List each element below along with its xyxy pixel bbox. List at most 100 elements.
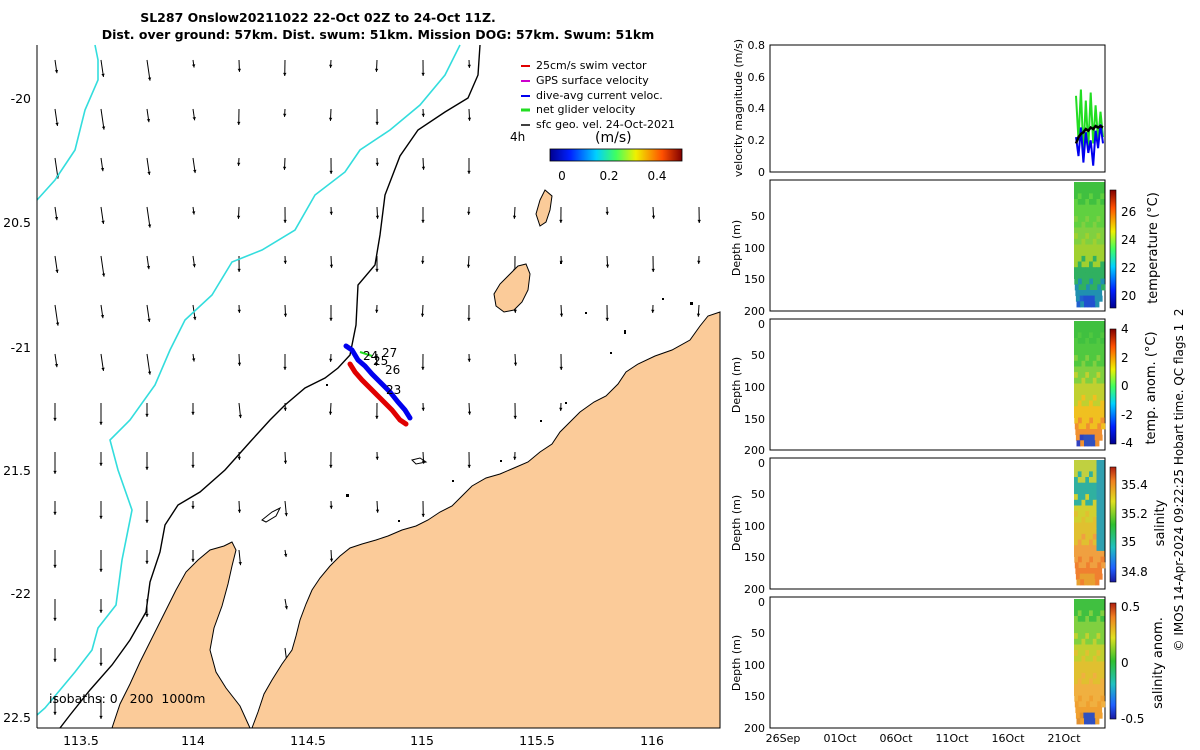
heatmap-cell — [1096, 204, 1101, 211]
heatmap-cell — [1100, 204, 1105, 211]
heatmap-cell — [1092, 545, 1097, 552]
heatmap-cell — [1086, 562, 1091, 569]
current-arrow-head — [100, 167, 105, 172]
legend-colorbar — [549, 148, 683, 162]
heatmap-cell — [1100, 233, 1105, 240]
heatmap-cell — [1092, 349, 1097, 356]
heatmap-cell — [1096, 655, 1101, 662]
current-arrow-head — [374, 68, 379, 72]
heatmap-cell — [1074, 377, 1079, 384]
heatmap-cell — [1096, 667, 1101, 674]
heatmap-cell — [1081, 383, 1086, 390]
heatmap-cell — [1074, 182, 1079, 189]
track-net-velocity — [359, 351, 373, 357]
heatmap-cell — [1092, 400, 1097, 407]
heatmap-cell — [1089, 216, 1094, 223]
current-arrow-head — [191, 64, 196, 68]
heatmap-cell — [1100, 505, 1105, 512]
heatmap-cell — [1095, 718, 1100, 725]
current-arrow-head — [421, 260, 425, 264]
heatmap-cell — [1077, 599, 1082, 606]
current-arrow-head — [238, 561, 242, 566]
map-xtick-5: 116 — [640, 733, 664, 748]
heatmap-cell — [1081, 221, 1086, 228]
heatmap-cell — [1074, 627, 1079, 634]
heatmap-cell — [1074, 326, 1079, 333]
heatmap-cell — [1074, 250, 1079, 257]
heatmap-cell — [1081, 661, 1086, 668]
current-arrow-head — [99, 568, 103, 572]
velocity-ytick-2: 0.4 — [748, 102, 766, 115]
heatmap-cell — [1085, 482, 1090, 489]
heatmap-cell — [1100, 389, 1105, 396]
heatmap-cell — [1077, 604, 1082, 611]
heatmap-cell — [1089, 499, 1094, 506]
heatmap-cell — [1092, 261, 1097, 268]
heatmap-cell — [1089, 471, 1094, 478]
heatmap-cell — [1081, 267, 1086, 274]
heatmap-cell — [1081, 238, 1086, 245]
heatmap-cell — [1081, 695, 1086, 702]
current-arrow-head — [238, 414, 242, 419]
heatmap-cell — [1077, 338, 1082, 345]
heatmap-cell — [1077, 511, 1082, 518]
heatmap-cell — [1089, 465, 1094, 472]
heatmap-cell — [1081, 343, 1086, 350]
heatmap-cell — [1074, 511, 1079, 518]
heatmap-cell — [1074, 550, 1079, 557]
heatmap-cell — [1085, 216, 1090, 223]
velocity-ytick-1: 0.2 — [748, 134, 766, 147]
current-arrow-head — [100, 314, 105, 319]
heatmap-cell — [1081, 644, 1086, 651]
heatmap-cell — [1077, 255, 1082, 262]
legend-colorbar-tick-2: 0.4 — [647, 169, 666, 183]
heatmap-cell — [1100, 349, 1105, 356]
heatmap-cell — [1092, 672, 1097, 679]
heatmap-cell — [1096, 621, 1101, 628]
current-arrow-head — [329, 358, 333, 362]
current-arrow-head — [284, 605, 288, 610]
heatmap-cell — [1093, 278, 1098, 285]
heatmap-cell — [1097, 290, 1103, 297]
heatmap-cell — [1081, 627, 1086, 634]
heatmap-cell — [1096, 477, 1101, 484]
velocity-axes — [769, 44, 1106, 173]
heatmap-cell — [1096, 689, 1101, 696]
heatmap-cell — [1080, 301, 1085, 308]
heatmap-cell — [1078, 556, 1083, 563]
heatmap-cell — [1077, 610, 1082, 617]
heatmap-cell — [1096, 366, 1101, 373]
heatmap-cell — [1089, 516, 1094, 523]
heatmap-cell — [1100, 411, 1105, 418]
heatmap-cell — [1096, 522, 1101, 529]
current-arrow-head — [237, 121, 241, 125]
heatmap-cell — [1094, 290, 1099, 297]
heatmap-cell — [1095, 579, 1100, 586]
heatmap-cell — [1085, 477, 1090, 484]
heatmap-cell — [1089, 182, 1094, 189]
heatmap-cell — [1082, 429, 1088, 436]
heatmap-cell — [1086, 701, 1091, 708]
heatmap-cell — [1096, 250, 1101, 257]
heatmap-cell — [1077, 477, 1082, 484]
current-arrow-head — [421, 407, 425, 411]
heatmap-cell — [1092, 667, 1097, 674]
heatmap-cell — [1074, 604, 1079, 611]
heatmap-cell — [1096, 661, 1101, 668]
figure-title-line1: SL287 Onslow20211022 22-Oct 02Z to 24-Oc… — [140, 10, 496, 25]
heatmap-cell — [1082, 568, 1088, 575]
time-xtick-26sep: 26Sep — [766, 732, 801, 745]
current-arrow — [146, 59, 151, 81]
heatmap-cell — [1090, 568, 1095, 575]
current-arrow — [146, 353, 151, 375]
heatmap-cell — [1081, 394, 1086, 401]
heatmap-cell — [1101, 701, 1106, 708]
heatmap-cell — [1081, 244, 1086, 251]
heatmap-cell — [1090, 707, 1095, 714]
current-arrow-head — [375, 309, 379, 313]
heatmap-cell — [1092, 482, 1097, 489]
map-ytick-4: -22 — [11, 586, 31, 601]
current-arrow-head — [99, 515, 103, 519]
heatmap-cell — [1092, 244, 1097, 251]
heatmap-cell — [1080, 579, 1085, 586]
